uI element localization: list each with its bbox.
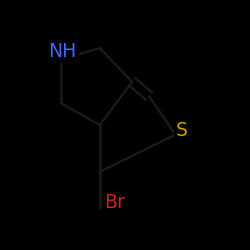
Text: Br: Br: [104, 194, 125, 212]
Text: S: S: [176, 122, 187, 141]
Text: NH: NH: [48, 42, 77, 61]
